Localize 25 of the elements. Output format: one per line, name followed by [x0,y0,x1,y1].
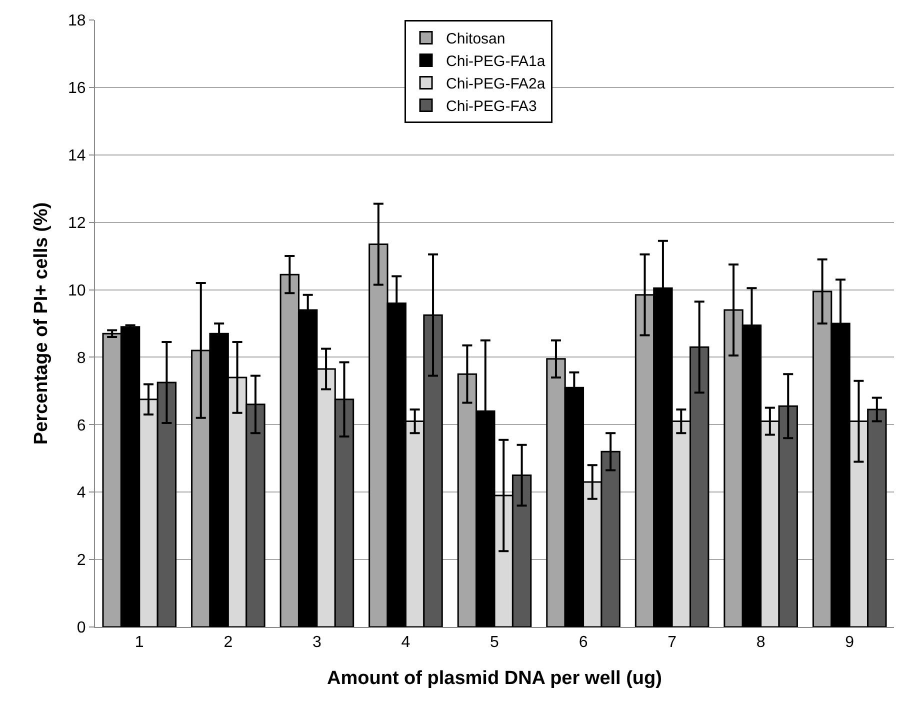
y-tick-label: 12 [68,214,86,232]
y-tick-label: 8 [76,350,86,367]
legend-label: Chi-PEG-FA2a [446,76,546,93]
x-tick-label: 7 [668,634,677,652]
x-tick-label: 4 [401,634,410,652]
y-tick-label: 0 [76,620,86,637]
x-tick-label: 2 [224,634,233,652]
y-axis-title: Percentage of PI+ cells (%) [31,202,52,445]
legend-label: Chi-PEG-FA1a [446,53,546,70]
x-tick-label: 8 [756,634,766,652]
y-tick-label: 14 [68,147,86,164]
y-tick-label: 4 [76,484,86,502]
y-tick-label: 6 [76,417,86,434]
x-tick-label: 1 [134,634,144,652]
x-tick-label: 5 [490,634,500,652]
x-axis-title: Amount of plasmid DNA per well (ug) [327,668,662,689]
y-tick-label: 2 [76,552,86,570]
y-tick-label: 18 [68,12,86,30]
x-tick-label: 6 [578,634,588,652]
y-tick-label: 10 [68,282,86,300]
legend-label: Chi-PEG-FA3 [446,98,537,116]
x-tick-label: 9 [845,634,854,652]
y-tick-label: 16 [68,80,86,98]
x-tick-label: 3 [312,634,322,652]
legend-label: Chitosan [446,30,506,48]
